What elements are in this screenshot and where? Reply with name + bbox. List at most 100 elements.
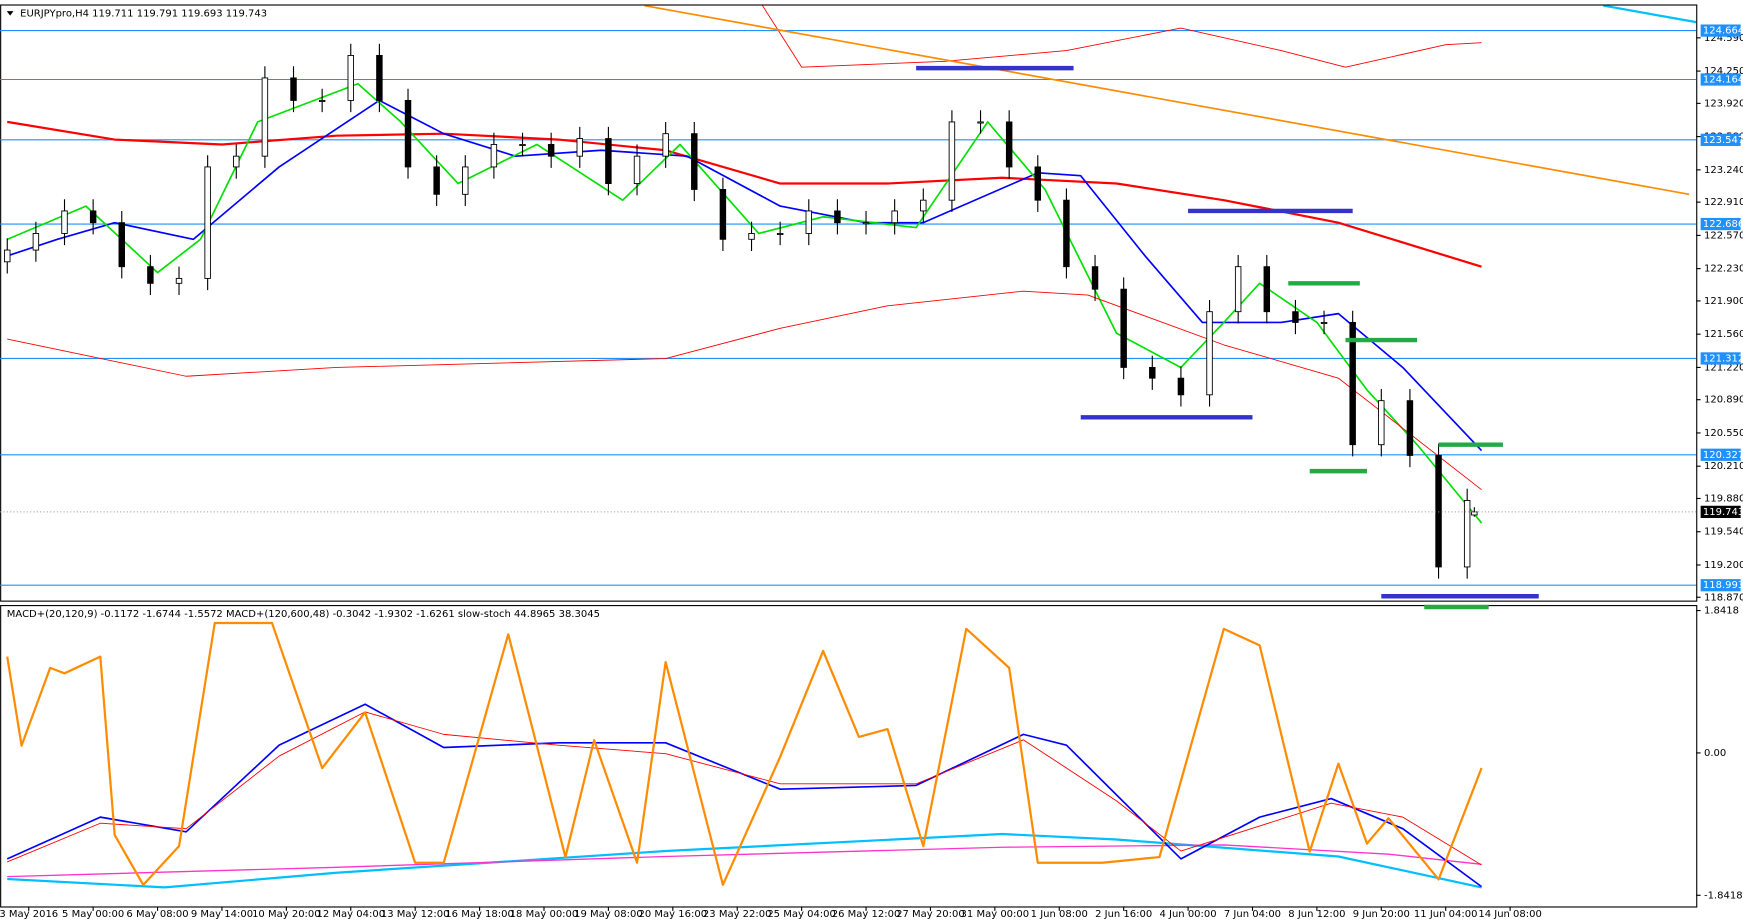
candle-body [1177,377,1185,396]
level-label-box [1700,133,1741,146]
x-tick-label: 13 May 12:00 [381,909,450,920]
y-tick-label: 120.550 [1704,428,1743,439]
candle-body [805,210,813,234]
candle-body [519,143,526,146]
candle-body [1349,321,1356,446]
y-tick-label: 119.200 [1704,560,1743,571]
y-tick-label: 121.220 [1704,362,1743,373]
y-tick-label: 120.210 [1704,461,1743,472]
y-tick-label: 122.570 [1704,230,1743,241]
x-tick-label: 31 May 00:00 [961,909,1030,920]
y-tick-label: 124.250 [1704,66,1743,77]
candle-body [1263,266,1271,313]
level-label-box [1700,352,1741,365]
candle-body [862,222,870,225]
x-tick-label: 18 May 00:00 [510,909,579,920]
y-tick-label: 118.870 [1704,592,1743,603]
indicator-line [7,290,1482,491]
candle-body [1005,121,1013,168]
candle-body [834,210,841,224]
y-tick-label: 122.230 [1704,264,1743,275]
candle-body [1091,266,1099,290]
candle-body [1378,400,1385,446]
candle-body [547,143,555,157]
indicator-title: MACD+(20,120,9) -0.1172 -1.6744 -1.5572 … [7,609,600,620]
level-label: 122.686 [1703,219,1743,230]
x-tick-label: 9 May 14:00 [191,909,253,920]
level-label: 121.312 [1703,353,1743,364]
level-label: 118.993 [1703,580,1743,591]
level-label-box [1700,448,1741,461]
indicator-line [761,5,1482,68]
candle-body [1471,511,1478,516]
indicator-line [7,120,1482,268]
indicator-line [6,99,1483,452]
y-tick-label: 121.560 [1704,329,1743,340]
indicator-line [7,844,1482,878]
x-tick-label: 20 May 16:00 [639,909,708,920]
candle-body [776,232,784,235]
indicator-pane [0,605,1698,908]
level-label-box [1700,73,1741,86]
main-pane [0,4,1698,602]
candle-body [233,155,240,168]
candle-body [719,188,727,240]
candle-body [147,266,154,284]
candle-body [1234,266,1242,313]
main-title: EURJPYpro,H4 119.711 119.791 119.693 119… [20,8,267,19]
main-plot [0,5,1697,586]
candle-body [662,133,669,157]
indicator-line [6,621,1483,886]
y-tick-label: 119.880 [1704,493,1743,504]
candle-body [633,155,641,185]
candle-body [748,232,755,240]
candle-body [1435,454,1442,568]
indicator-line [7,711,1482,866]
candle-body [1206,311,1213,396]
candle-body [433,166,440,195]
x-tick-label: 5 May 00:00 [62,909,124,920]
indicator-line [6,703,1483,888]
axes: 124.590124.250123.920123.580123.240122.9… [0,24,1743,920]
candle-body [1034,166,1042,201]
x-tick-label: 26 May 12:00 [832,909,901,920]
indicator-line [7,832,1482,889]
current-price-box [1700,505,1741,518]
candle-body [318,99,326,102]
candle-body [175,277,183,284]
candle-body [347,54,354,101]
x-tick-label: 27 May 20:00 [896,909,965,920]
x-tick-label: 2 Jun 16:00 [1095,909,1152,920]
y-tick-label: 121.900 [1704,296,1743,307]
x-tick-label: 11 Jun 04:00 [1414,909,1478,920]
y-tick-label: 1.8418 [1704,606,1739,617]
candle-body [1149,366,1156,379]
x-tick-label: 3 May 2016 [0,909,58,920]
candle-body [89,210,97,224]
y-tick-label: 123.240 [1704,165,1743,176]
candle-body [1463,499,1471,568]
menu-arrow[interactable] [6,11,14,16]
y-tick-label: 124.590 [1704,33,1743,44]
y-tick-label: 120.890 [1704,395,1743,406]
x-tick-label: 4 Jun 00:00 [1159,909,1216,920]
x-tick-label: 12 May 04:00 [316,909,385,920]
x-tick-label: 10 May 20:00 [252,909,321,920]
candle-body [920,199,927,212]
x-tick-label: 19 May 08:00 [574,909,643,920]
candle-body [404,99,412,168]
candle-body [691,133,698,190]
candle-body [61,210,68,234]
y-tick-label: 0.00 [1704,748,1726,759]
candle-body [576,138,584,157]
level-label: 124.164 [1703,74,1743,85]
candle-body [32,232,40,251]
level-label-box [1700,217,1741,231]
x-tick-label: 8 Jun 12:00 [1288,909,1345,920]
candle-body [490,143,498,168]
x-tick-label: 9 Jun 20:00 [1353,909,1410,920]
y-tick-label: 123.920 [1704,98,1743,109]
indicator-line [1603,5,1697,24]
